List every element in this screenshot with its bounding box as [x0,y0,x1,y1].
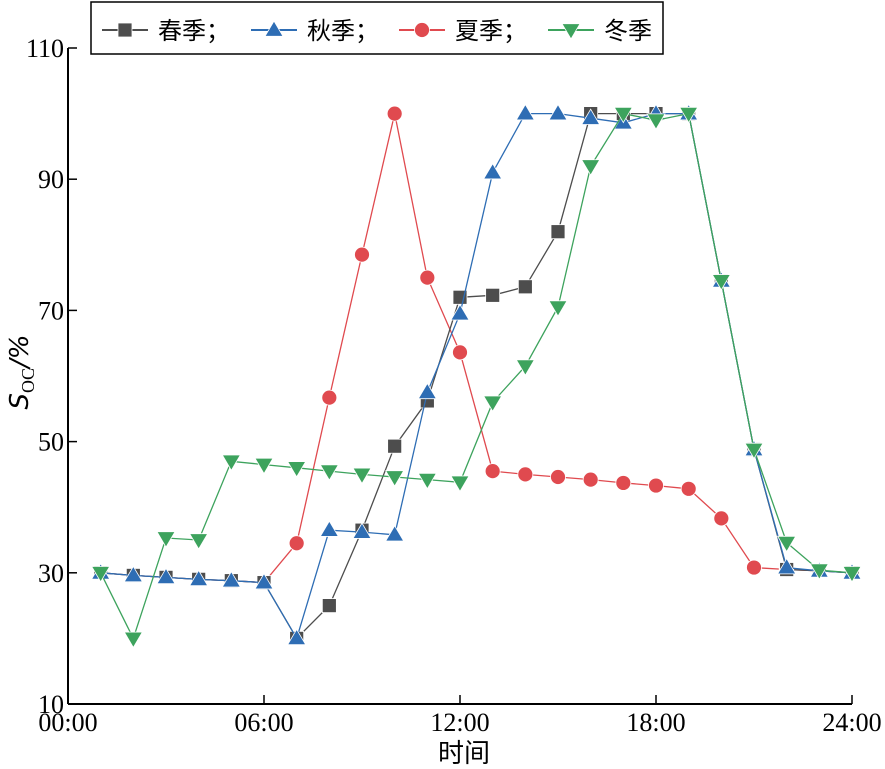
x-tick-label: 24:00 [822,708,881,737]
data-point [550,469,566,485]
series-line [100,113,853,584]
data-point [419,269,436,286]
legend-label: 夏季； [455,17,527,45]
data-point [321,389,338,406]
data-point [319,520,340,537]
data-point [387,438,403,454]
x-tick-label: 12:00 [430,708,489,737]
data-point [776,535,797,553]
series-line [100,112,853,641]
y-axis-title-symbol: S [5,393,35,410]
data-point [450,475,470,493]
data-point [842,566,862,583]
legend-marker [264,20,284,37]
y-tick-label: 30 [38,559,64,588]
data-point [452,344,468,361]
svg-text:SOC/%: SOC/% [5,335,38,410]
data-point [450,303,470,321]
data-point [482,162,503,180]
series-square [93,106,860,646]
data-point [776,557,797,575]
data-point [384,470,405,487]
legend-item: 秋季； [251,17,379,45]
x-axis-title: 时间 [438,739,490,769]
legend-item: 冬季 [548,17,652,45]
series-triangle-up [90,103,862,646]
data-point [678,106,699,124]
data-point [744,442,764,460]
data-point [548,103,568,121]
data-point [90,566,111,583]
data-point [582,471,599,488]
data-point [713,510,730,527]
legend-label: 秋季； [307,17,379,45]
data-point [580,108,601,125]
data-point [517,466,534,483]
data-point [484,463,501,480]
y-axis-title: SOC/% [5,335,38,410]
legend-item: 夏季； [399,17,527,45]
legend-marker [561,23,581,40]
y-tick-label: 110 [26,34,64,63]
data-point [746,559,762,576]
data-point [354,246,370,263]
series-layer [90,103,862,649]
legend-label: 春季； [158,17,230,45]
data-point [517,279,533,295]
data-point [711,274,732,291]
data-point [321,598,337,613]
data-point [580,159,601,176]
data-point [156,567,176,585]
data-point [156,531,176,548]
data-point [221,570,242,588]
data-point [386,105,403,122]
data-point [286,628,307,646]
x-tick-label: 00:00 [38,708,97,737]
y-axis-title-subscript: OC [18,368,38,393]
data-point [515,359,536,376]
legend-marker [414,22,430,38]
data-point [254,457,274,475]
data-point [188,533,209,550]
x-tick-label: 06:00 [234,708,293,737]
data-point [615,475,632,491]
data-point [286,461,307,478]
data-point [352,467,372,485]
data-point [515,103,536,121]
data-point [221,454,242,472]
data-point [417,382,438,400]
y-tick-label: 90 [38,165,64,194]
data-point [548,300,568,317]
legend-marker [117,22,133,38]
data-point [254,572,274,590]
data-point [809,563,830,580]
data-point [188,569,209,587]
legend: 春季； 秋季； 夏季； 冬季 [90,1,664,55]
data-point [384,524,405,542]
data-point [288,535,305,552]
data-point [485,287,501,303]
data-point [417,472,438,490]
data-point [123,565,144,583]
data-point [352,522,372,539]
data-point [123,631,144,649]
data-point [646,113,666,130]
data-point [680,480,697,497]
legend-item: 春季； [102,17,230,45]
data-point [613,106,634,124]
x-tick-label: 18:00 [626,708,685,737]
data-point [482,395,503,413]
data-point [648,477,664,494]
y-tick-label: 10 [38,690,64,719]
data-point [319,464,340,481]
data-point [550,224,566,240]
ticks: 00:00 06:00 12:00 18:00 24:00 10 30 50 70 90 110 [26,34,882,737]
y-axis-title-unit: /% [5,335,35,370]
y-tick-label: 50 [38,428,64,457]
legend-label: 冬季 [604,17,652,45]
axes [67,48,852,705]
series-triangle-down [90,106,862,649]
y-tick-label: 70 [38,296,64,325]
